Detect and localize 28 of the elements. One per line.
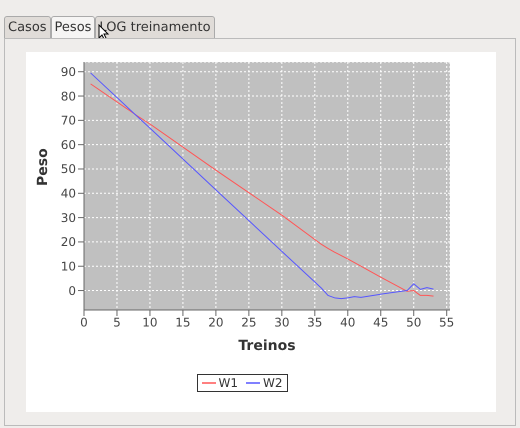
y-tick-label: 50: [60, 162, 76, 176]
text: Casos: [4, 16, 51, 38]
y-tick-label: 0: [68, 284, 76, 298]
y-tick-label: 90: [60, 64, 76, 79]
y-tick-label: 70: [60, 114, 76, 128]
y-tick-label: 30: [60, 210, 76, 225]
x-tick-label: 30: [274, 316, 290, 330]
y-tick-label: 10: [60, 259, 76, 274]
x-tick-label: 15: [175, 316, 191, 330]
x-tick-label: 0: [80, 316, 88, 330]
y-tick-label: 80: [60, 89, 76, 104]
x-tick-label: 10: [142, 316, 158, 330]
x-tick-label: 35: [307, 316, 322, 330]
x-tick-label: 50: [406, 316, 422, 330]
x-tick-label: 45: [373, 316, 388, 330]
x-tick-label: 40: [340, 316, 356, 330]
y-tick-label: 40: [60, 186, 76, 201]
x-tick-label: 5: [113, 316, 121, 330]
y-tick-label: 60: [60, 138, 76, 152]
x-tick-label: 25: [241, 316, 257, 330]
legend-label: W1: [218, 376, 238, 390]
x-tick-label: 55: [439, 316, 454, 330]
y-axis-title: Peso: [34, 148, 51, 186]
y-tick-label: 20: [60, 235, 76, 250]
x-axis-title: Treinos: [238, 338, 296, 354]
x-tick-label: 20: [208, 316, 224, 330]
legend-label: W2: [262, 376, 282, 390]
text: Pesos: [50, 16, 96, 38]
